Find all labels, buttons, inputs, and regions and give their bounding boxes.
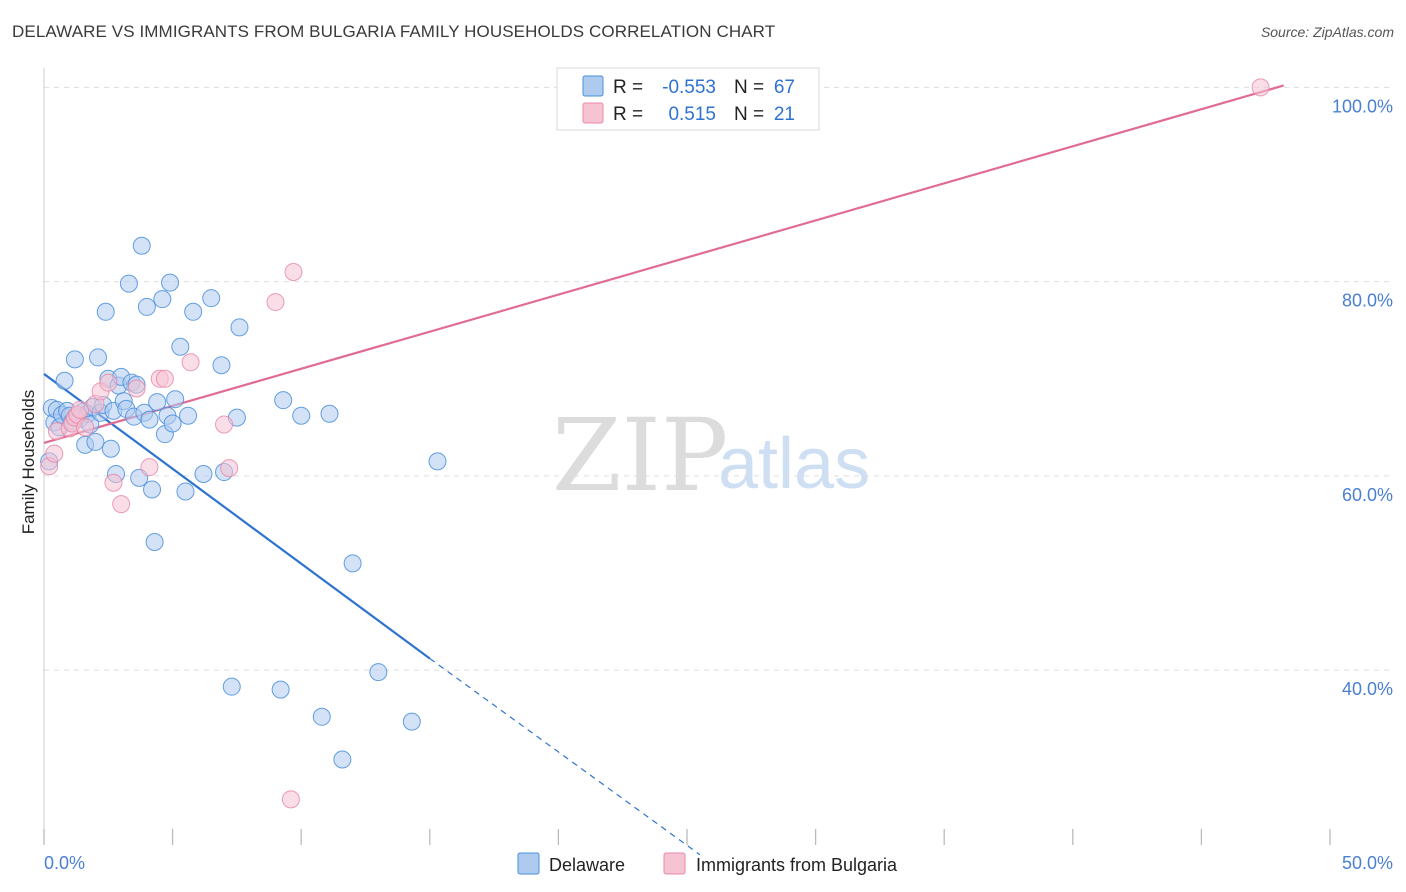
delaware-point [89, 348, 108, 367]
delaware-point [343, 554, 362, 573]
legend-swatch-delaware [517, 852, 540, 875]
stats-r-value-delaware: -0.553 [662, 77, 716, 98]
bulgaria-point [76, 418, 95, 437]
delaware-point [184, 302, 203, 321]
stats-legend: R = -0.553 N = 67 R = 0.515 N = 21 [556, 67, 820, 131]
bulgaria-point [99, 373, 118, 392]
delaware-point [65, 350, 84, 369]
delaware-point [312, 707, 331, 726]
delaware-point [274, 391, 293, 410]
delaware-point [292, 406, 311, 425]
delaware-point [153, 290, 172, 309]
delaware-point [55, 371, 74, 390]
bulgaria-point [104, 473, 123, 492]
delaware-point [145, 532, 164, 551]
bulgaria-point [220, 459, 239, 478]
source-label: Source: ZipAtlas.com [1260, 24, 1394, 40]
delaware-point [369, 663, 388, 682]
y-tick-label: 80.0% [1342, 291, 1393, 311]
bulgaria-point [140, 458, 159, 477]
x-tick-label: 50.0% [1342, 853, 1393, 873]
grid-layer [44, 86, 1393, 671]
delaware-point [402, 712, 421, 731]
delaware-point [212, 356, 231, 375]
chart-title: DELAWARE VS IMMIGRANTS FROM BULGARIA FAM… [12, 22, 776, 41]
delaware-point [194, 464, 213, 483]
delaware-point [176, 482, 195, 501]
y-tick-label: 60.0% [1342, 485, 1393, 505]
delaware-point [140, 410, 159, 429]
bottom-legend: Delaware Immigrants from Bulgaria [517, 852, 898, 875]
delaware-point [271, 680, 290, 699]
watermark-atlas: atlas [718, 424, 870, 504]
bulgaria-point [181, 353, 200, 372]
watermark-zip: ZIP [552, 397, 728, 514]
delaware-point [166, 390, 185, 409]
delaware-point [96, 302, 115, 321]
delaware-point [428, 452, 447, 471]
bulgaria-point [155, 369, 174, 388]
stats-n-label-delaware: N = [734, 77, 764, 98]
bulgaria-point [284, 262, 303, 281]
points-layer [40, 78, 1270, 809]
bulgaria-point [71, 400, 90, 419]
stats-n-label-bulgaria: N = [734, 104, 764, 125]
bulgaria-point [112, 495, 131, 514]
x-tick-label: 0.0% [44, 853, 85, 873]
bulgaria-trend-line [43, 84, 1285, 444]
delaware-point [143, 480, 162, 499]
stats-r-label-bulgaria: R = [613, 104, 643, 125]
delaware-trend-line [43, 373, 431, 660]
bulgaria-point [281, 790, 300, 809]
stats-swatch-delaware [582, 75, 604, 97]
y-tick-label: 100.0% [1332, 96, 1393, 116]
delaware-point [179, 406, 198, 425]
trend-layer [43, 84, 1285, 856]
bulgaria-point [266, 293, 285, 312]
legend-label-delaware: Delaware [549, 855, 625, 875]
delaware-point [119, 274, 138, 293]
stats-r-label-delaware: R = [613, 77, 643, 98]
y-axis-label: Family Households [19, 390, 38, 535]
stats-swatch-bulgaria [582, 102, 604, 124]
bulgaria-point [215, 415, 234, 434]
delaware-point [202, 289, 221, 308]
delaware-point [163, 414, 182, 433]
tick-label-layer: 100.0% 80.0% 60.0% 40.0% 0.0% 50.0% [44, 96, 1393, 873]
delaware-point [161, 273, 180, 292]
delaware-point [320, 404, 339, 423]
legend-label-bulgaria: Immigrants from Bulgaria [696, 855, 898, 875]
stats-n-value-bulgaria: 21 [774, 104, 795, 125]
delaware-point [148, 393, 167, 412]
delaware-point [171, 337, 190, 356]
delaware-point [132, 236, 151, 255]
delaware-point [230, 318, 249, 337]
delaware-point [86, 432, 105, 451]
stats-r-value-bulgaria: 0.515 [668, 104, 716, 125]
bulgaria-point [1251, 78, 1270, 97]
bulgaria-point [45, 444, 64, 463]
legend-swatch-bulgaria [663, 852, 686, 875]
y-tick-label: 40.0% [1342, 679, 1393, 699]
bulgaria-point [127, 379, 146, 398]
delaware-point [101, 439, 120, 458]
delaware-point [222, 677, 241, 696]
delaware-point [333, 750, 352, 769]
delaware-trend-extension [429, 658, 701, 856]
delaware-point [137, 297, 156, 316]
stats-n-value-delaware: 67 [774, 77, 795, 98]
